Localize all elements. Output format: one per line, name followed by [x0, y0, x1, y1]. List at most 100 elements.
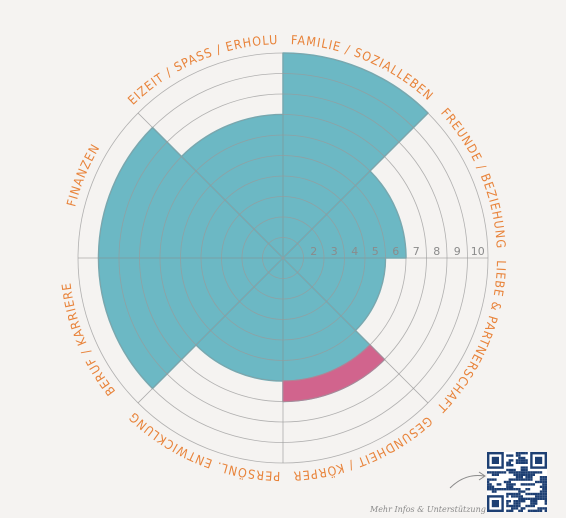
more-info-text: Mehr Infos & Unterstützung — [370, 505, 486, 514]
qr-module — [515, 500, 519, 503]
qr-module — [518, 476, 521, 479]
qr-module — [487, 483, 490, 486]
qr-module — [525, 466, 528, 469]
qr-module — [542, 507, 545, 510]
qr-code-icon[interactable] — [487, 452, 547, 512]
qr-module — [508, 468, 511, 472]
qr-module — [520, 456, 523, 460]
qr-module — [518, 497, 521, 500]
qr-module — [525, 478, 528, 481]
qr-module — [494, 473, 497, 476]
qr-module — [518, 473, 521, 476]
qr-module — [523, 500, 526, 503]
qr-module — [508, 480, 511, 484]
qr-module — [499, 471, 502, 474]
qr-module — [535, 492, 538, 496]
qr-module — [515, 478, 519, 481]
qr-module — [532, 483, 535, 486]
qr-module — [491, 490, 495, 493]
qr-module — [487, 478, 490, 481]
qr-module — [535, 500, 538, 503]
qr-module — [523, 490, 526, 493]
qr-module — [525, 492, 528, 496]
qr-module — [535, 497, 538, 500]
qr-module — [537, 509, 540, 512]
qr-module — [515, 459, 519, 462]
qr-module — [525, 488, 528, 491]
qr-module — [513, 507, 516, 510]
qr-module — [535, 480, 538, 484]
qr-module — [506, 492, 509, 496]
tick-label: 7 — [413, 245, 420, 258]
qr-module — [544, 480, 547, 484]
qr-module — [491, 485, 495, 488]
qr-module — [518, 490, 521, 493]
qr-module — [496, 483, 499, 486]
qr-module — [511, 492, 514, 496]
tick-label: 8 — [433, 245, 440, 258]
qr-module — [518, 509, 521, 512]
qr-module — [532, 473, 535, 476]
grid-spoke — [137, 257, 284, 404]
qr-module — [518, 502, 521, 505]
qr-module — [544, 490, 547, 493]
category-label-text: FREIZEIT / SPASS / ERHOLUNG — [0, 0, 278, 108]
tick-label: 9 — [454, 245, 461, 258]
qr-module — [532, 504, 535, 508]
qr-module — [506, 483, 509, 486]
qr-module — [494, 478, 497, 481]
qr-module — [537, 495, 540, 498]
qr-module — [508, 459, 511, 462]
qr-module — [544, 476, 547, 479]
qr-module — [515, 495, 519, 498]
qr-module — [506, 488, 509, 491]
qr-module — [518, 471, 521, 474]
qr-module — [525, 504, 528, 508]
qr-module — [544, 483, 547, 486]
qr-module — [487, 471, 490, 474]
qr-module — [527, 478, 531, 481]
qr-module — [491, 473, 495, 476]
qr-module — [539, 507, 543, 510]
qr-module — [532, 497, 535, 500]
qr-module — [518, 452, 521, 455]
qr-module — [487, 485, 490, 488]
qr-module — [513, 492, 516, 496]
tick-label: 10 — [471, 245, 485, 258]
qr-module — [523, 456, 526, 460]
qr-module — [532, 502, 535, 505]
chart-grid — [77, 52, 489, 464]
qr-finder — [535, 456, 543, 464]
qr-module — [508, 483, 511, 486]
tick-label: 5 — [372, 245, 379, 258]
qr-module — [489, 485, 492, 488]
qr-module — [530, 497, 533, 500]
qr-module — [508, 504, 511, 508]
qr-module — [506, 454, 509, 457]
tick-label: 3 — [331, 245, 338, 258]
qr-module — [511, 464, 514, 467]
qr-module — [527, 509, 531, 512]
qr-module — [544, 497, 547, 500]
tick-label: 6 — [392, 245, 399, 258]
qr-module — [491, 478, 495, 481]
qr-module — [503, 471, 507, 474]
qr-module — [513, 483, 516, 486]
qr-module — [539, 480, 543, 484]
qr-module — [532, 500, 535, 503]
qr-module — [518, 461, 521, 464]
qr-module — [506, 504, 509, 508]
qr-module — [537, 480, 540, 484]
qr-module — [523, 468, 526, 472]
category-label-text: FINANZEN — [63, 141, 101, 208]
qr-module — [542, 480, 545, 484]
qr-module — [515, 507, 519, 510]
qr-module — [525, 476, 528, 479]
qr-module — [508, 509, 511, 512]
qr-module — [520, 497, 523, 500]
qr-module — [544, 488, 547, 491]
qr-module — [539, 476, 543, 479]
qr-module — [511, 478, 514, 481]
qr-module — [539, 490, 543, 493]
